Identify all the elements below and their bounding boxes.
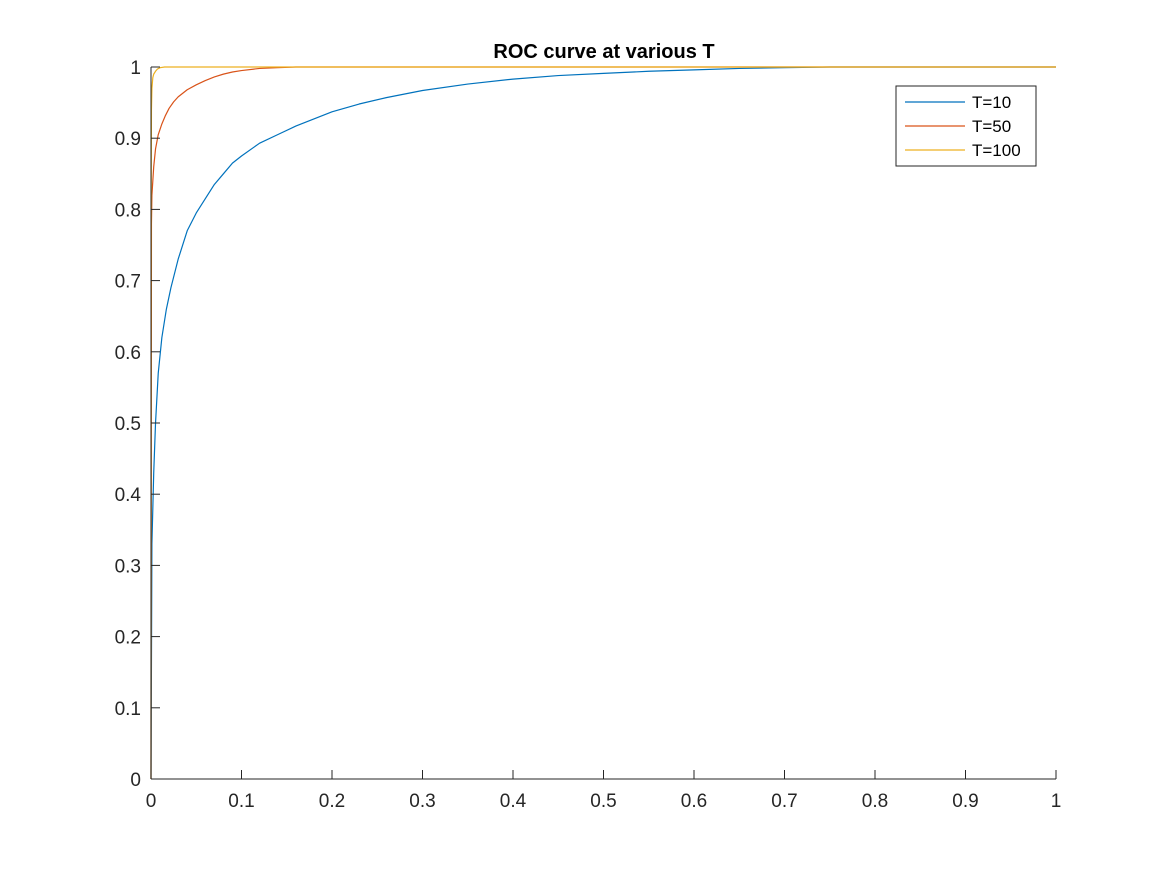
y-ticks: 0 0.1 0.2 0.3 0.4 0.5 0.6 0.7 0.8 0.9 1 [115, 58, 160, 791]
legend-label: T=10 [972, 93, 1011, 112]
legend-label: T=100 [972, 141, 1021, 160]
legend-entries: T=10 T=50 T=100 [905, 93, 1021, 160]
x-tick-label: 0.3 [409, 791, 435, 812]
y-tick-label: 0.9 [115, 129, 141, 150]
x-ticks: 0 0.1 0.2 0.3 0.4 0.5 0.6 0.7 0.8 0.9 1 [146, 770, 1062, 812]
legend-label: T=50 [972, 117, 1011, 136]
x-tick-label: 1 [1051, 791, 1062, 812]
series-line-t-10 [150, 66, 1056, 780]
legend: T=10 T=50 T=100 [895, 85, 1037, 167]
series-line-t-100 [150, 66, 1056, 780]
y-tick-label: 0.2 [115, 628, 141, 649]
plot-area [151, 67, 1056, 779]
y-tick-label: 0 [130, 770, 141, 791]
y-tick-label: 0.4 [115, 485, 142, 506]
x-tick-label: 0.2 [319, 791, 345, 812]
y-tick-label: 0.8 [115, 200, 141, 221]
x-tick-label: 0.4 [500, 791, 527, 812]
y-tick-label: 0.1 [115, 699, 141, 720]
y-tick-label: 0.7 [115, 272, 141, 293]
x-tick-label: 0.9 [952, 791, 978, 812]
y-tick-label: 0.5 [115, 414, 141, 435]
y-tick-label: 0.6 [115, 343, 141, 364]
x-tick-label: 0.5 [590, 791, 616, 812]
x-tick-label: 0.7 [771, 791, 797, 812]
y-tick-label: 0.3 [115, 556, 141, 577]
series-layer [150, 66, 1056, 780]
x-tick-label: 0.8 [862, 791, 888, 812]
x-tick-label: 0 [146, 791, 157, 812]
x-tick-label: 0.6 [681, 791, 707, 812]
chart-title: ROC curve at various T [493, 41, 714, 63]
y-tick-label: 1 [130, 58, 141, 79]
x-tick-label: 0.1 [228, 791, 254, 812]
